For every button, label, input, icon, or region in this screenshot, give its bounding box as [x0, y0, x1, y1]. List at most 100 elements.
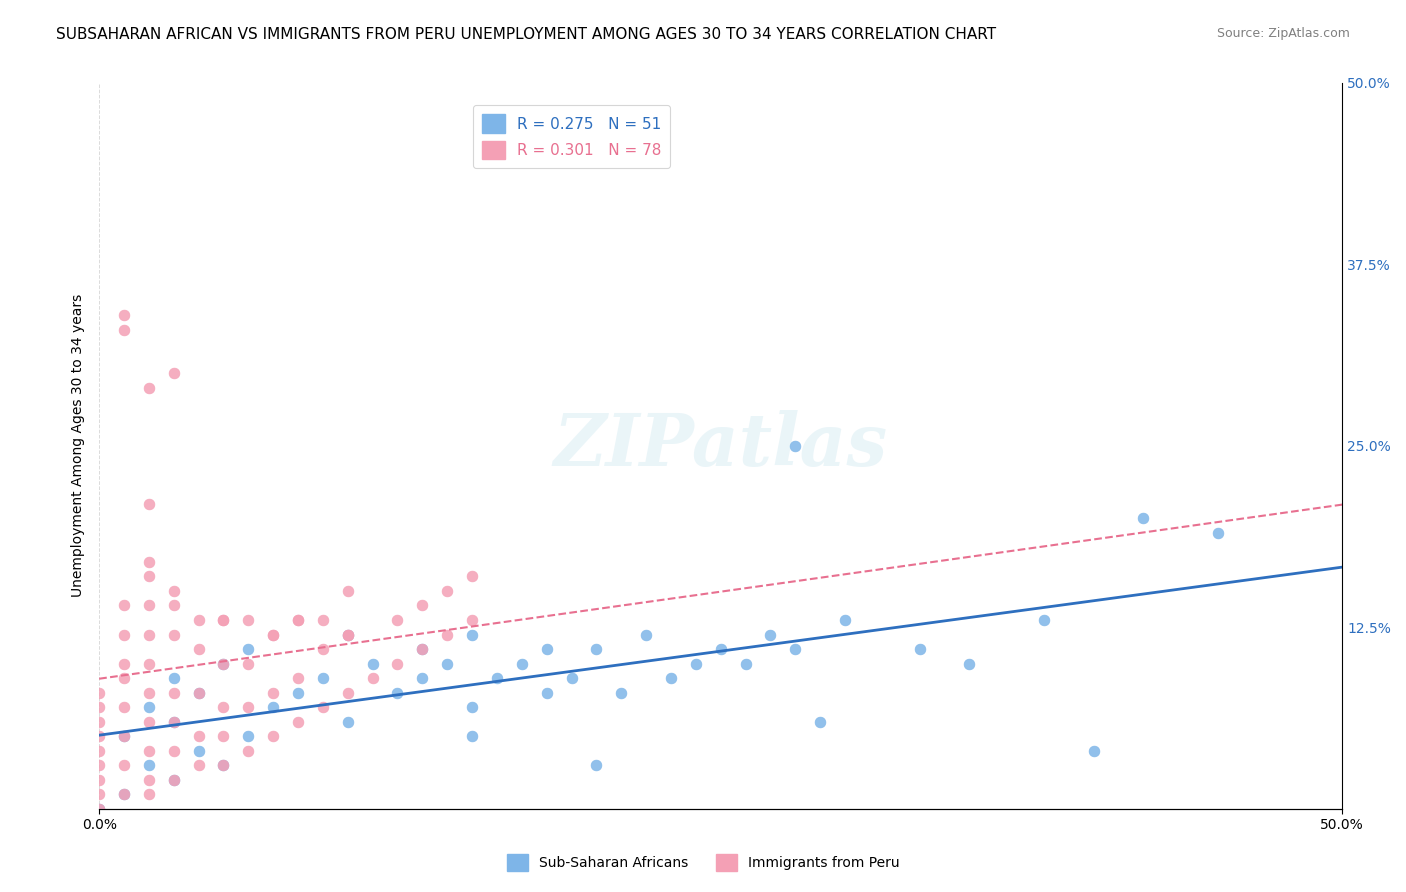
Point: [262, 627, 284, 641]
Point: [585, 642, 607, 657]
Point: [287, 613, 309, 627]
Point: [163, 744, 186, 758]
Point: [238, 729, 260, 743]
Point: [336, 627, 359, 641]
Point: [112, 787, 135, 801]
Point: [163, 714, 186, 729]
Point: [163, 599, 186, 613]
Point: [238, 700, 260, 714]
Point: [163, 584, 186, 599]
Point: [436, 657, 458, 671]
Point: [485, 671, 508, 685]
Point: [411, 671, 433, 685]
Point: [138, 381, 160, 395]
Point: [560, 671, 582, 685]
Point: [262, 627, 284, 641]
Point: [461, 729, 484, 743]
Point: [710, 642, 733, 657]
Point: [1132, 511, 1154, 525]
Point: [336, 627, 359, 641]
Point: [287, 613, 309, 627]
Point: [212, 729, 235, 743]
Point: [312, 671, 335, 685]
Point: [387, 685, 409, 699]
Point: [138, 787, 160, 801]
Point: [361, 671, 384, 685]
Point: [89, 772, 111, 787]
Point: [187, 744, 209, 758]
Point: [908, 642, 931, 657]
Point: [957, 657, 980, 671]
Point: [387, 613, 409, 627]
Point: [112, 599, 135, 613]
Point: [238, 657, 260, 671]
Point: [510, 657, 533, 671]
Text: SUBSAHARAN AFRICAN VS IMMIGRANTS FROM PERU UNEMPLOYMENT AMONG AGES 30 TO 34 YEAR: SUBSAHARAN AFRICAN VS IMMIGRANTS FROM PE…: [56, 27, 997, 42]
Point: [163, 714, 186, 729]
Point: [336, 714, 359, 729]
Point: [112, 787, 135, 801]
Point: [238, 613, 260, 627]
Point: [411, 642, 433, 657]
Point: [89, 758, 111, 772]
Point: [1206, 525, 1229, 540]
Point: [808, 714, 831, 729]
Point: [312, 700, 335, 714]
Point: [138, 772, 160, 787]
Point: [287, 685, 309, 699]
Point: [212, 657, 235, 671]
Point: [585, 758, 607, 772]
Point: [387, 657, 409, 671]
Point: [834, 613, 856, 627]
Legend: R = 0.275   N = 51, R = 0.301   N = 78: R = 0.275 N = 51, R = 0.301 N = 78: [472, 105, 671, 169]
Point: [212, 613, 235, 627]
Legend: Sub-Saharan Africans, Immigrants from Peru: Sub-Saharan Africans, Immigrants from Pe…: [501, 848, 905, 876]
Point: [89, 744, 111, 758]
Point: [312, 613, 335, 627]
Point: [89, 802, 111, 816]
Point: [785, 439, 807, 453]
Point: [1032, 613, 1054, 627]
Point: [759, 627, 782, 641]
Point: [89, 787, 111, 801]
Point: [262, 729, 284, 743]
Point: [163, 772, 186, 787]
Point: [138, 555, 160, 569]
Point: [287, 714, 309, 729]
Point: [138, 700, 160, 714]
Point: [461, 700, 484, 714]
Text: Source: ZipAtlas.com: Source: ZipAtlas.com: [1216, 27, 1350, 40]
Point: [89, 685, 111, 699]
Point: [262, 700, 284, 714]
Point: [163, 772, 186, 787]
Point: [436, 627, 458, 641]
Point: [187, 758, 209, 772]
Point: [163, 627, 186, 641]
Point: [436, 584, 458, 599]
Point: [112, 700, 135, 714]
Point: [138, 758, 160, 772]
Point: [212, 613, 235, 627]
Point: [138, 599, 160, 613]
Point: [411, 599, 433, 613]
Point: [238, 642, 260, 657]
Point: [112, 323, 135, 337]
Point: [138, 714, 160, 729]
Point: [536, 642, 558, 657]
Point: [187, 613, 209, 627]
Point: [112, 671, 135, 685]
Point: [163, 671, 186, 685]
Point: [212, 758, 235, 772]
Point: [461, 613, 484, 627]
Point: [1083, 744, 1105, 758]
Point: [212, 657, 235, 671]
Point: [262, 685, 284, 699]
Point: [187, 685, 209, 699]
Point: [610, 685, 633, 699]
Point: [212, 700, 235, 714]
Point: [112, 729, 135, 743]
Point: [163, 685, 186, 699]
Point: [461, 569, 484, 583]
Point: [138, 569, 160, 583]
Point: [138, 657, 160, 671]
